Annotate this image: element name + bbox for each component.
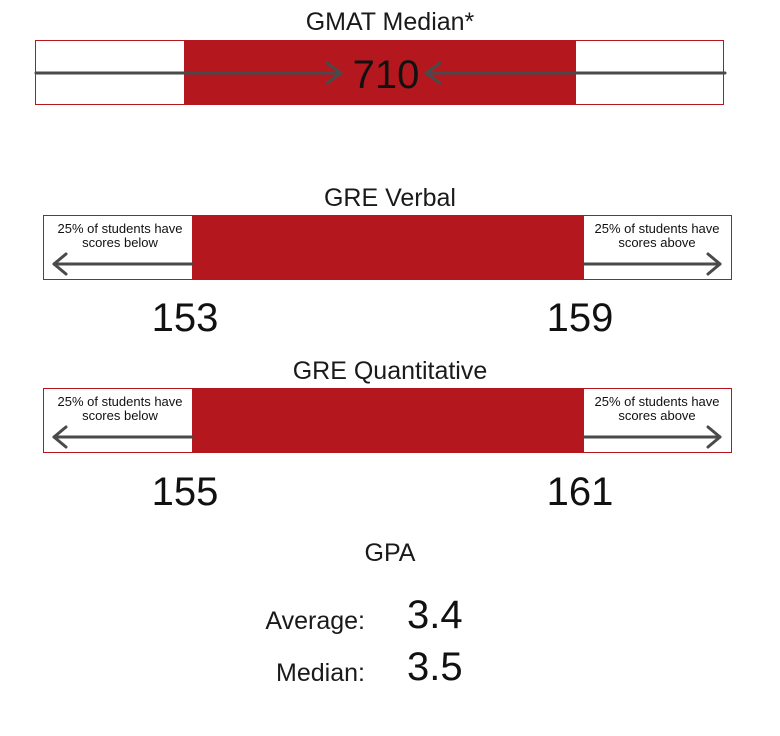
gre-verbal-low-value: 153 (151, 296, 219, 340)
gpa-title: GPA (364, 539, 416, 567)
gre-quant-arrows (52, 425, 722, 449)
gre-verbal-below-text: 25% of students have scores below (57, 221, 183, 250)
gre-quant-high-value: 161 (546, 470, 614, 514)
gre-verbal-above-text: 25% of students have scores above (594, 221, 720, 250)
gre-quant-above-text: 25% of students have scores above (594, 394, 720, 423)
gre-quant-bar-fill (192, 389, 584, 452)
gre-quant-title: GRE Quantitative (292, 357, 488, 385)
gmat-arrows (34, 61, 727, 85)
gre-verbal-title: GRE Verbal (323, 184, 456, 212)
gpa-average-label: Average: (265, 607, 365, 635)
gre-verbal-right-arrow-head (706, 252, 722, 276)
gre-quant-left-arrow-head (52, 425, 68, 449)
gre-quant-below-text: 25% of students have scores below (57, 394, 183, 423)
gmat-title: GMAT Median* (305, 8, 475, 36)
gpa-median-value: 3.5 (407, 645, 463, 689)
gre-quant-right-arrow-head (706, 425, 722, 449)
gre-verbal-bar-fill (192, 216, 584, 279)
gre-verbal-high-value: 159 (546, 296, 614, 340)
gmat-left-arrow-head (325, 61, 343, 85)
gre-verbal-arrows (52, 252, 722, 276)
gre-quant-low-value: 155 (151, 470, 219, 514)
gmat-median-value: 710 (352, 53, 420, 97)
gpa-median-label: Median: (276, 659, 365, 687)
gmat-bar: 710 (34, 40, 727, 105)
gmat-right-arrow-head (424, 61, 442, 85)
gre-quant-bar: 25% of students have scores below 25% of… (43, 388, 732, 453)
gpa-average-value: 3.4 (407, 593, 463, 637)
gre-verbal-left-arrow-head (52, 252, 68, 276)
gre-verbal-bar: 25% of students have scores below 25% of… (43, 215, 732, 280)
